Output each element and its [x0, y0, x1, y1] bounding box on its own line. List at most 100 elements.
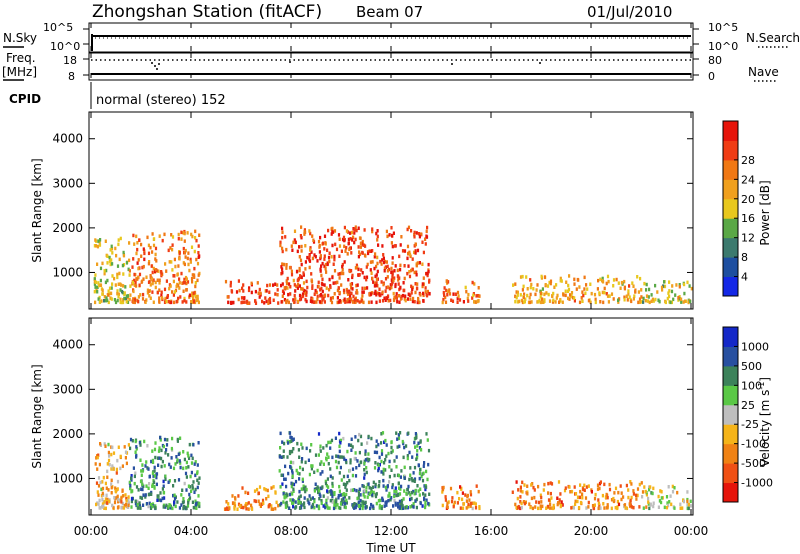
power-echo-cell — [285, 281, 289, 286]
power-echo-cell — [443, 286, 446, 290]
power-echo-cell — [114, 283, 117, 287]
velocity-echo-cell — [299, 494, 302, 498]
power-echo-cell — [318, 245, 321, 249]
power-echo-cell — [170, 233, 173, 237]
velocity-echo-cell — [537, 506, 540, 511]
power-echo-cell — [153, 237, 156, 241]
velocity-echo-cell — [673, 506, 676, 510]
power-echo-cell — [97, 281, 100, 285]
velocity-echo-cell — [359, 434, 363, 439]
power-echo-cell — [290, 269, 293, 274]
power-echo-cell — [142, 264, 145, 269]
power-echo-cell — [300, 244, 303, 249]
power-echo-cell — [181, 281, 184, 285]
velocity-echo-cell — [557, 480, 561, 484]
velocity-echo-cell — [162, 484, 165, 488]
power-echo-cell — [280, 265, 283, 269]
velocity-echo-cell — [127, 443, 130, 447]
power-echo-cell — [376, 234, 379, 239]
velocity-echo-cell — [101, 502, 104, 506]
power-echo-cell — [402, 293, 405, 298]
power-echo-cell — [191, 273, 194, 277]
power-echo-cell — [628, 284, 631, 288]
velocity-echo-cell — [382, 478, 385, 483]
velocity-echo-cell — [625, 506, 629, 511]
power-echo-cell — [194, 293, 197, 297]
velocity-echo-cell — [104, 497, 107, 501]
power-echo-cell — [106, 298, 109, 303]
power-echo-cell — [110, 286, 113, 290]
velocity-colorbar-swatch — [723, 404, 738, 425]
power-echo-cell — [542, 300, 545, 304]
velocity-echo-cell — [630, 482, 633, 486]
power-echo-cell — [421, 284, 424, 289]
velocity-echo-cell — [381, 498, 384, 502]
velocity-echo-cell — [349, 461, 352, 465]
velocity-echo-cell — [283, 494, 286, 499]
power-echo-cell — [350, 286, 353, 290]
power-echo-cell — [117, 294, 120, 299]
velocity-echo-cell — [650, 491, 653, 495]
velocity-echo-cell — [370, 487, 373, 491]
velocity-echo-cell — [349, 458, 352, 462]
velocity-echo-cell — [298, 477, 301, 481]
velocity-echo-cell — [185, 506, 188, 511]
power-echo-cell — [532, 287, 535, 291]
power-echo-cell — [421, 282, 424, 286]
velocity-echo-cell — [144, 495, 147, 499]
power-echo-cell — [178, 277, 181, 281]
power-echo-cell — [419, 293, 422, 297]
velocity-echo-cell — [370, 502, 373, 507]
velocity-echo-cell — [353, 502, 356, 506]
power-echo-cell — [156, 278, 159, 282]
power-echo-cell — [397, 278, 400, 282]
power-echo-cell — [375, 277, 378, 282]
velocity-echo-cell — [605, 492, 608, 497]
power-echo-cell — [286, 276, 289, 281]
velocity-echo-cell — [468, 498, 471, 502]
power-echo-cell — [528, 296, 531, 300]
power-echo-cell — [132, 233, 135, 238]
power-echo-cell — [373, 255, 376, 259]
power-echo-cell — [151, 281, 154, 286]
power-echo-cell — [381, 244, 384, 248]
velocity-echo-cell — [397, 505, 400, 509]
power-echo-cell — [376, 255, 379, 260]
power-echo-cell — [477, 299, 480, 303]
power-echo-cell — [300, 275, 303, 280]
power-echo-cell — [149, 283, 152, 287]
velocity-echo-cell — [397, 481, 400, 485]
power-echo-cell — [192, 293, 195, 297]
power-echo-cell — [583, 275, 586, 280]
power-echo-cell — [552, 291, 555, 296]
velocity-echo-cell — [103, 500, 106, 504]
velocity-echo-cell — [164, 451, 167, 455]
power-echo-cell — [382, 256, 385, 261]
power-echo-cell — [316, 297, 319, 302]
velocity-echo-cell — [190, 461, 194, 465]
velocity-echo-cell — [363, 489, 366, 493]
velocity-echo-cell — [583, 488, 586, 492]
velocity-echo-cell — [315, 504, 318, 508]
power-echo-cell — [578, 285, 581, 289]
power-echo-cell — [137, 258, 140, 262]
power-echo-cell — [545, 291, 548, 295]
velocity-echo-cell — [321, 485, 324, 489]
power-echo-cell — [341, 262, 344, 267]
power-echo-cell — [605, 292, 608, 296]
velocity-echo-cell — [115, 471, 118, 475]
velocity-echo-cell — [591, 504, 595, 508]
velocity-echo-cell — [153, 465, 156, 470]
power-echo-cell — [107, 289, 110, 293]
velocity-echo-cell — [409, 493, 412, 497]
velocity-echo-cell — [140, 473, 143, 477]
power-echo-cell — [319, 267, 322, 272]
power-echo-cell — [645, 288, 648, 292]
power-echo-cell — [111, 251, 114, 255]
velocity-echo-cell — [374, 493, 377, 497]
power-echo-cell — [411, 299, 414, 304]
power-colorbar-swatch — [723, 237, 738, 258]
velocity-echo-cell — [287, 471, 290, 476]
velocity-echo-cell — [367, 482, 370, 486]
power-echo-cell — [413, 235, 416, 239]
